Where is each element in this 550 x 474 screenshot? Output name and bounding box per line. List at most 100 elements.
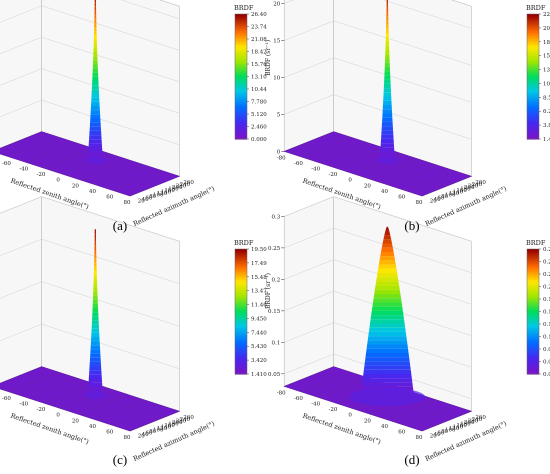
y-tick-label: 160 — [456, 423, 467, 429]
x-tick-label: 60 — [106, 194, 113, 200]
colorbar-segment — [235, 271, 247, 275]
wall-gridline — [284, 353, 472, 399]
colorbar-segment — [527, 64, 539, 67]
colorbar-segment — [235, 32, 247, 36]
peak-band — [363, 365, 411, 370]
colorbar-segment — [527, 101, 539, 105]
colorbar-segment — [527, 22, 539, 26]
colorbar-segment — [527, 340, 539, 344]
colorbar-title: BRDF — [234, 239, 254, 247]
colorbar-tick-label: 0.000 — [251, 137, 267, 143]
floor-gridline — [7, 380, 146, 426]
peak-band — [92, 72, 99, 77]
colorbar-tick-label: 11.46 — [251, 303, 267, 309]
peak-band — [381, 130, 394, 135]
colorbar-segment — [527, 24, 539, 28]
x-tick-label: -80 — [277, 155, 286, 161]
peak-band — [382, 117, 393, 122]
y-tick-label: 60 — [437, 430, 444, 436]
floor-gridline — [387, 399, 438, 421]
colorbar-segment — [235, 294, 247, 298]
colorbar-tick-label: 0.03000 — [543, 372, 550, 378]
y-tick-label: 160 — [456, 188, 467, 194]
peak-band — [94, 262, 97, 267]
floor-gridline — [43, 383, 94, 404]
peak-band — [94, 233, 96, 238]
colorbar-tick-label: 0.1374 — [543, 322, 550, 328]
peak-band — [385, 33, 389, 38]
colorbar-tick-label: 13.47 — [251, 289, 267, 295]
x-tick-label: -60 — [2, 161, 11, 167]
colorbar-tick-label: 1.410 — [251, 372, 267, 378]
colorbar-tick-label: 22.90 — [543, 12, 550, 18]
peak-band — [381, 243, 393, 248]
colorbar-segment — [527, 305, 539, 308]
peak-band — [94, 0, 96, 3]
floor-gridline — [387, 164, 438, 186]
colorbar-segment — [235, 299, 247, 302]
colorbar-segment — [235, 95, 247, 98]
peak-band — [367, 340, 408, 345]
colorbar-segment — [235, 24, 247, 28]
peak-band — [383, 88, 392, 93]
colorbar-segment — [527, 336, 539, 340]
peak-band — [369, 323, 406, 328]
peak-band — [371, 310, 404, 316]
floor-gridline — [404, 170, 455, 191]
colorbar-tick-label: 8.590 — [543, 95, 550, 101]
colorbar-segment — [527, 257, 539, 261]
floor-gridline — [3, 146, 142, 192]
peak-band — [94, 6, 97, 11]
peak-band — [368, 331, 407, 337]
colorbar-segment — [235, 122, 247, 126]
colorbar-segment — [235, 118, 247, 121]
peak-band — [93, 266, 97, 271]
peak-band — [364, 357, 410, 362]
x-tick-label: 40 — [89, 189, 96, 195]
peak-band — [368, 327, 406, 332]
peak-band — [91, 85, 99, 90]
floor-gridline — [9, 137, 59, 158]
peak-band — [364, 361, 411, 366]
peak-band — [385, 54, 390, 59]
colorbar-segment — [235, 303, 247, 306]
peak-band — [94, 237, 97, 242]
back-wall-0 — [283, 196, 334, 387]
colorbar-tick-label: 5.120 — [251, 112, 267, 118]
peak-band — [92, 303, 99, 308]
peak-band — [386, 16, 389, 21]
colorbar-segment — [527, 296, 539, 300]
y-tick-label: 180 — [460, 186, 471, 192]
colorbar-frame — [526, 13, 540, 140]
peak-band — [89, 130, 102, 136]
peak-band — [91, 93, 100, 98]
x-tick-label: 20 — [364, 418, 371, 424]
peak-band — [381, 134, 394, 139]
colorbar-segment — [235, 114, 247, 117]
colorbar-segment — [235, 301, 247, 304]
floor-gridline — [299, 145, 438, 191]
x-tick-label: 20 — [72, 418, 79, 424]
z-tick-label: 0.2 — [271, 277, 280, 283]
y-tick-label: 100 — [153, 192, 164, 198]
colorbar-segment — [235, 134, 247, 138]
colorbar-segment — [235, 55, 247, 59]
colorbar-tick-label: 19.50 — [251, 247, 267, 253]
colorbar-segment — [235, 263, 247, 267]
colorbar-segment — [235, 126, 247, 130]
colorbar-segment — [235, 34, 247, 38]
x-tick-label: 80 — [416, 200, 423, 206]
y-tick-label: 240 — [472, 417, 483, 423]
floor-gridline — [95, 399, 146, 421]
floor-gridline — [18, 375, 157, 421]
wall-gridline — [0, 281, 180, 327]
colorbar-segment — [235, 66, 247, 69]
colorbar-segment — [235, 321, 247, 325]
colorbar-segment — [527, 122, 539, 126]
peak-band — [94, 10, 97, 15]
y-tick-label: 160 — [164, 423, 175, 429]
floor-gridline — [112, 170, 163, 191]
colorbar-segment — [235, 116, 247, 119]
